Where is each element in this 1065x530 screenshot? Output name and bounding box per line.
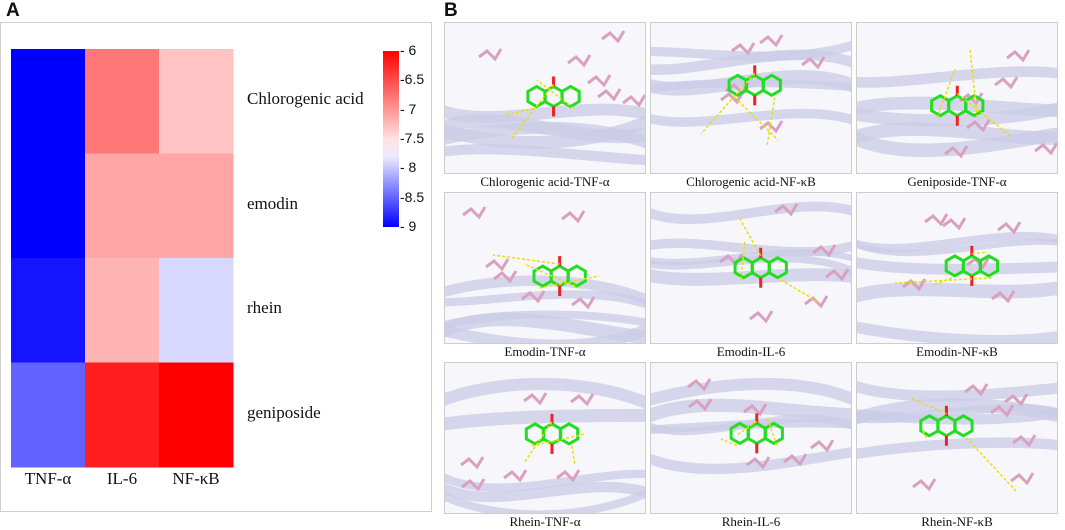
docking-structure-graphic [445,377,645,513]
docking-structure-graphic [445,206,645,343]
heatmap-row-label: emodin [247,193,298,213]
docking-structure-graphic [445,30,645,166]
heatmap-cell [85,49,160,154]
docking-caption: Rhein-NF-κB [921,514,993,529]
colorbar-tick-label: - 8 [400,159,417,176]
colorbar-tick-label: - 9 [400,218,417,234]
docking-structure-graphic [857,49,1057,159]
docking-image [444,362,646,514]
heatmap-cell [11,49,86,154]
docking-structure-graphic [857,381,1057,493]
docking-caption: Chlorogenic acid-TNF-α [480,174,610,189]
heatmap-cell [85,362,160,468]
docking-structure-graphic [651,34,851,147]
docking-caption: Rhein-TNF-α [509,514,581,529]
heatmap-chart [11,49,399,468]
panel-a-label: A [6,0,20,21]
heatmap-cell [159,49,234,154]
docking-caption: Geniposide-TNF-α [907,174,1007,189]
heatmap-cell [11,153,86,259]
docking-caption: Emodin-IL-6 [716,344,786,359]
docking-caption: Emodin-NF-κB [916,344,998,359]
colorbar [383,51,399,227]
docking-image [650,362,852,514]
docking-image [650,192,852,344]
docking-image [856,22,1058,174]
heatmap-row-label: geniposide [247,402,321,422]
heatmap-cell [85,258,160,363]
docking-image [650,22,852,174]
colorbar-tick-label: - 6 [400,42,417,58]
heatmap-column-label: NF-κB [172,469,220,488]
docking-structure-graphic [651,377,851,475]
colorbar-tick-label: - 7 [400,100,417,117]
heatmap-cell [11,258,86,363]
heatmap-cell [159,258,234,363]
heatmap-row-label: rhein [247,298,282,318]
docking-caption: Chlorogenic acid-NF-κB [686,174,816,189]
docking-image [856,362,1058,514]
heatmap-row-label: Chlorogenic acid [247,89,364,109]
docking-image [444,192,646,344]
heatmap-column-label: IL-6 [106,469,138,488]
heatmap-cell [159,153,234,259]
colorbar-tick-label: -7.5 [400,130,425,146]
docking-structure-graphic [651,201,851,324]
heatmap-column-label: TNF-α [24,469,72,488]
docking-image [444,22,646,174]
docking-caption: Rhein-IL-6 [721,514,781,529]
heatmap-cell [85,153,160,259]
heatmap-panel: - 6 -6.5 - 7 -7.5 - 8 -8.5 - 9 Chlorogenic aci… [0,22,432,512]
heatmap-cell [11,362,86,468]
colorbar-tick-label: -6.5 [400,71,425,88]
docking-image [856,192,1058,344]
docking-structure-graphic [857,213,1057,343]
panel-b-label: B [444,0,458,21]
heatmap-cell [159,362,234,468]
colorbar-tick-label: -8.5 [400,188,425,205]
docking-caption: Emodin-TNF-α [504,344,586,359]
